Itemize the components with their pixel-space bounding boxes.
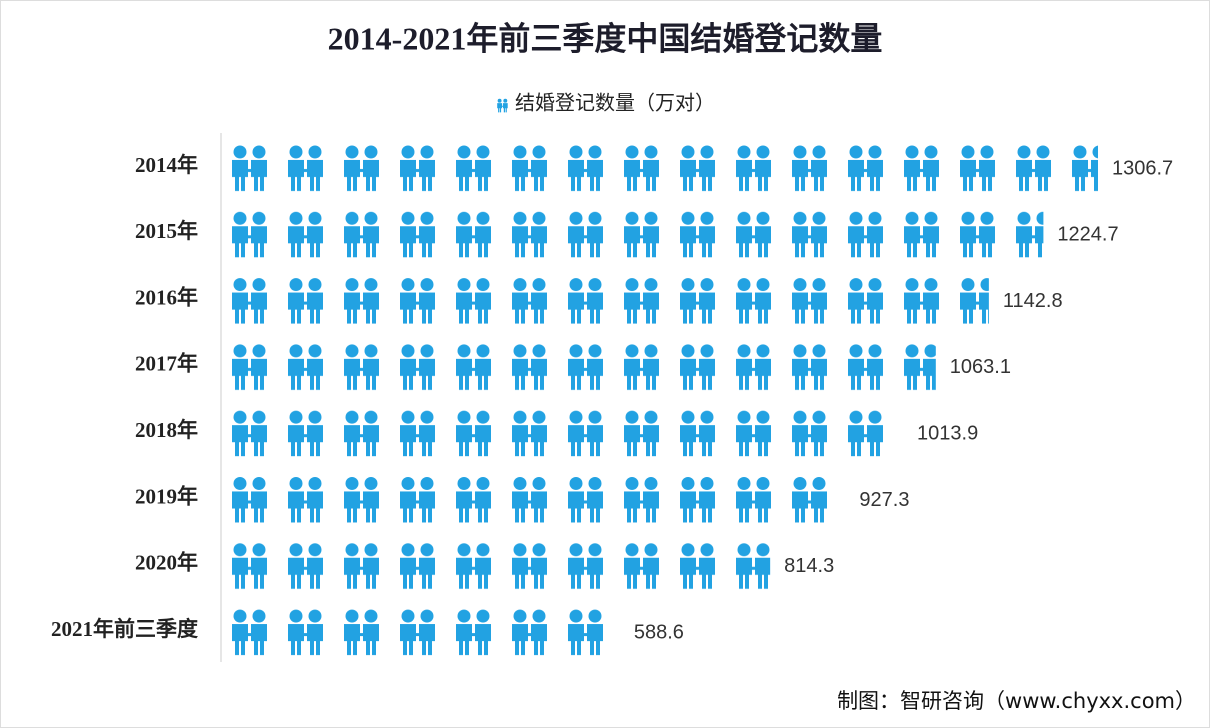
bar-group	[228, 607, 620, 658]
icon-head	[497, 98, 502, 103]
category-label: 2014年	[135, 153, 198, 177]
bar-group	[228, 275, 989, 326]
bar-group	[228, 474, 846, 525]
bar	[228, 209, 1044, 260]
bar-group	[228, 408, 904, 459]
value-label: 1063.1	[950, 356, 1011, 378]
category-label: 2021年前三季度	[51, 617, 198, 641]
icon-body	[497, 103, 502, 113]
bar	[228, 143, 1098, 193]
value-label: 1306.7	[1112, 157, 1173, 179]
legend-label: 结婚登记数量（万对）	[515, 91, 715, 115]
bar-group	[228, 209, 1044, 260]
value-label: 814.3	[784, 555, 834, 577]
icon-hands	[501, 105, 504, 107]
value-label: 588.6	[634, 621, 684, 643]
legend-icon	[497, 98, 508, 113]
bar-group	[228, 143, 1098, 193]
category-label: 2016年	[135, 285, 198, 309]
chart-title: 2014-2021年前三季度中国结婚登记数量	[328, 20, 883, 56]
bar-group	[228, 341, 936, 392]
icon-body	[502, 103, 508, 113]
category-label: 2015年	[135, 219, 198, 243]
source: 制图：智研咨询（www.chyxx.com）	[837, 689, 1196, 713]
bar	[228, 540, 771, 591]
category-label: 2017年	[135, 352, 198, 376]
bar	[228, 275, 989, 326]
bar	[228, 607, 620, 658]
value-label: 927.3	[859, 489, 909, 511]
value-label: 1142.8	[1003, 290, 1063, 312]
value-label: 1013.9	[917, 422, 978, 444]
category-label: 2020年	[135, 551, 198, 575]
bar	[228, 474, 846, 525]
bar-group	[228, 540, 771, 591]
value-label: 1224.7	[1057, 224, 1118, 246]
bar	[228, 341, 936, 392]
category-label: 2019年	[135, 484, 198, 508]
bar	[228, 408, 904, 459]
icon-head	[503, 98, 508, 103]
category-label: 2018年	[135, 418, 198, 442]
